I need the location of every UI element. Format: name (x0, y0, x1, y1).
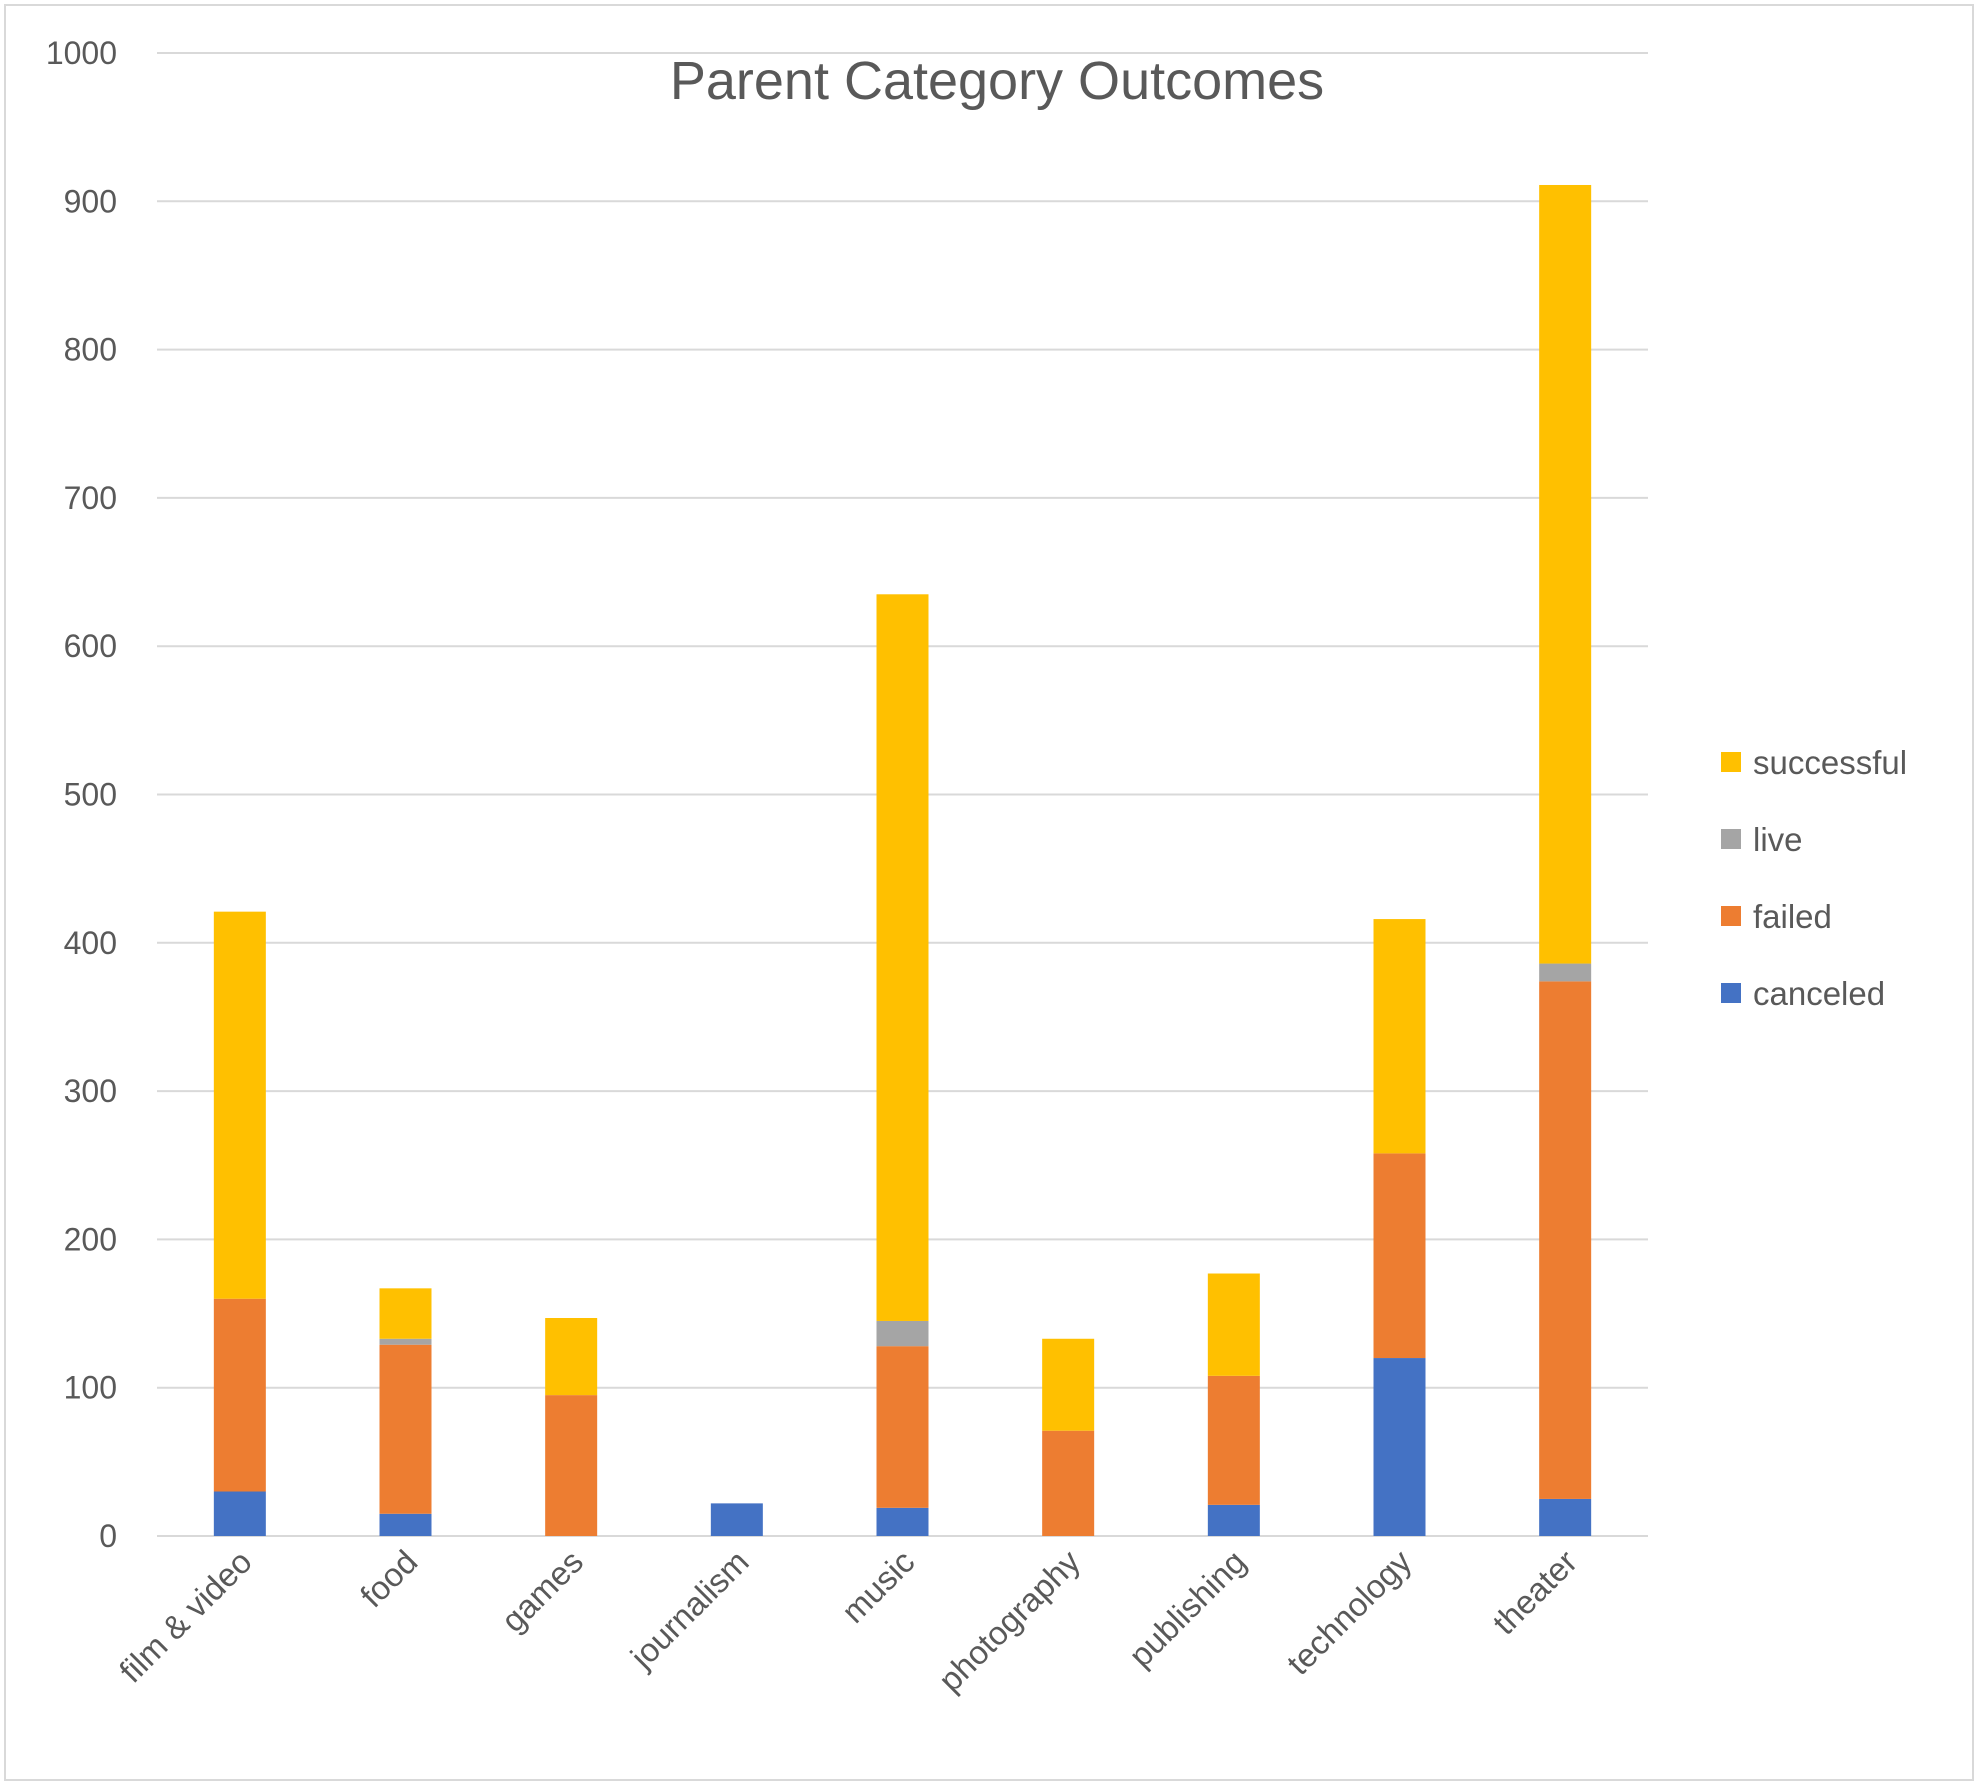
y-tick-label: 300 (64, 1073, 117, 1109)
x-category-label: journalism (623, 1543, 756, 1676)
bar-failed (1373, 1153, 1426, 1359)
legend-swatch-canceled (1721, 983, 1741, 1003)
bar-live (876, 1320, 929, 1347)
bars (213, 184, 1592, 1536)
bar-failed (379, 1344, 432, 1514)
bar-failed (1539, 981, 1592, 1499)
bar-successful (1539, 184, 1592, 964)
bar-successful (545, 1317, 598, 1396)
bar-live (1539, 963, 1592, 982)
legend-label-live: live (1753, 821, 1803, 858)
y-tick-label: 900 (64, 183, 117, 219)
legend-label-successful: successful (1753, 744, 1907, 781)
bar-failed (545, 1395, 598, 1536)
y-tick-label: 0 (99, 1518, 117, 1554)
bar-canceled (379, 1513, 432, 1536)
chart-frame (4, 4, 1974, 1781)
x-category-label: publishing (1122, 1543, 1253, 1674)
legend-label-canceled: canceled (1753, 975, 1885, 1012)
legend: successful live failed canceled (1721, 744, 1907, 1012)
x-category-label: games (494, 1543, 590, 1639)
bar-canceled (1207, 1504, 1260, 1536)
y-tick-label: 100 (64, 1370, 117, 1406)
bar-live (379, 1338, 432, 1345)
y-tick-label: 800 (64, 332, 117, 368)
bar-successful (1207, 1273, 1260, 1376)
bar-canceled (213, 1491, 266, 1536)
bar-failed (213, 1298, 266, 1492)
bar-failed (1042, 1430, 1095, 1536)
x-axis-category-labels: film & video food games journalism music phot… (112, 1542, 1584, 1698)
x-category-label: technology (1279, 1542, 1418, 1681)
x-category-label: film & video (112, 1543, 259, 1690)
y-tick-label: 500 (64, 777, 117, 813)
legend-swatch-failed (1721, 906, 1741, 926)
bar-failed (1207, 1375, 1260, 1505)
x-category-label: photography (931, 1542, 1087, 1698)
bar-canceled (1539, 1498, 1592, 1536)
bar-successful (379, 1288, 432, 1339)
bar-successful (876, 594, 929, 1321)
y-tick-label: 600 (64, 628, 117, 664)
legend-swatch-successful (1721, 752, 1741, 772)
bar-failed (876, 1346, 929, 1508)
y-tick-label: 200 (64, 1221, 117, 1257)
x-category-label: theater (1485, 1543, 1584, 1642)
bar-successful (1373, 919, 1426, 1154)
legend-label-failed: failed (1753, 898, 1832, 935)
bar-canceled (710, 1503, 763, 1536)
x-category-label: music (834, 1543, 921, 1630)
chart-title: Parent Category Outcomes (670, 51, 1324, 111)
bar-successful (1042, 1338, 1095, 1431)
bar-canceled (1373, 1358, 1426, 1536)
legend-swatch-live (1721, 829, 1741, 849)
bar-successful (213, 911, 266, 1299)
x-category-label: food (353, 1543, 425, 1615)
y-tick-label: 700 (64, 480, 117, 516)
y-axis-tick-labels: 0 100 200 300 400 500 600 700 800 900 1000 (46, 35, 117, 1554)
y-tick-label: 1000 (46, 35, 117, 71)
bar-canceled (876, 1507, 929, 1536)
y-tick-label: 400 (64, 925, 117, 961)
